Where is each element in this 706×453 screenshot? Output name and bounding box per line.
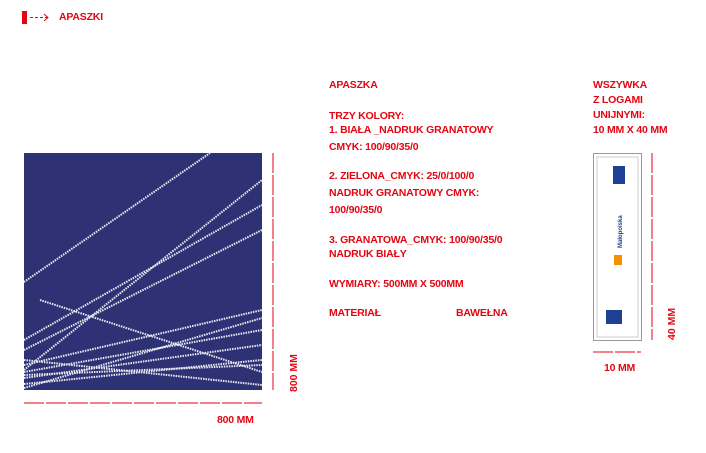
spec-line: NADRUK GRANATOWY CMYK: [329,187,480,199]
header-title: APASZKI [59,11,103,23]
spec-line: WYMIARY: 500MM X 500MM [329,278,464,290]
dimension-label: 800 MM [288,354,300,392]
material-value: BAWEŁNA [456,307,508,319]
spec-line: CMYK: 100/90/35/0 [329,141,419,153]
label-line: 10 MM X 40 MM [593,124,668,136]
label-line: WSZYWKA [593,79,648,91]
label-tag [593,153,642,341]
region-logo [614,255,622,265]
spec-line: 100/90/35/0 [329,204,383,216]
label-line: Z LOGAMI [593,94,643,106]
dimension-label: 800 MM [217,414,254,426]
material-label: MATERIAŁ [329,307,381,319]
program-logo [606,310,622,324]
scarf-pattern [23,152,263,389]
header-arrowhead [43,13,49,22]
dimension-label: 40 MM [666,308,678,340]
label-line: UNIJNYMI: [593,109,645,121]
spec-line: NADRUK BIAŁY [329,248,407,260]
spec-line: 2. ZIELONA_CMYK: 25/0/100/0 [329,170,475,182]
header-icon [22,11,27,24]
spec-line: 3. GRANATOWA_CMYK: 100/90/35/0 [329,234,503,246]
spec-line: 1. BIAŁA _NADRUK GRANATOWY [329,124,494,136]
spec-title: APASZKA [329,79,378,91]
label-inner [596,156,639,338]
scarf [24,153,262,390]
logo-text: Małopolska [618,215,624,248]
spec-line: TRZY KOLORY: [329,110,404,122]
eu-logo [613,166,625,184]
dimension-label: 10 MM [604,362,636,374]
